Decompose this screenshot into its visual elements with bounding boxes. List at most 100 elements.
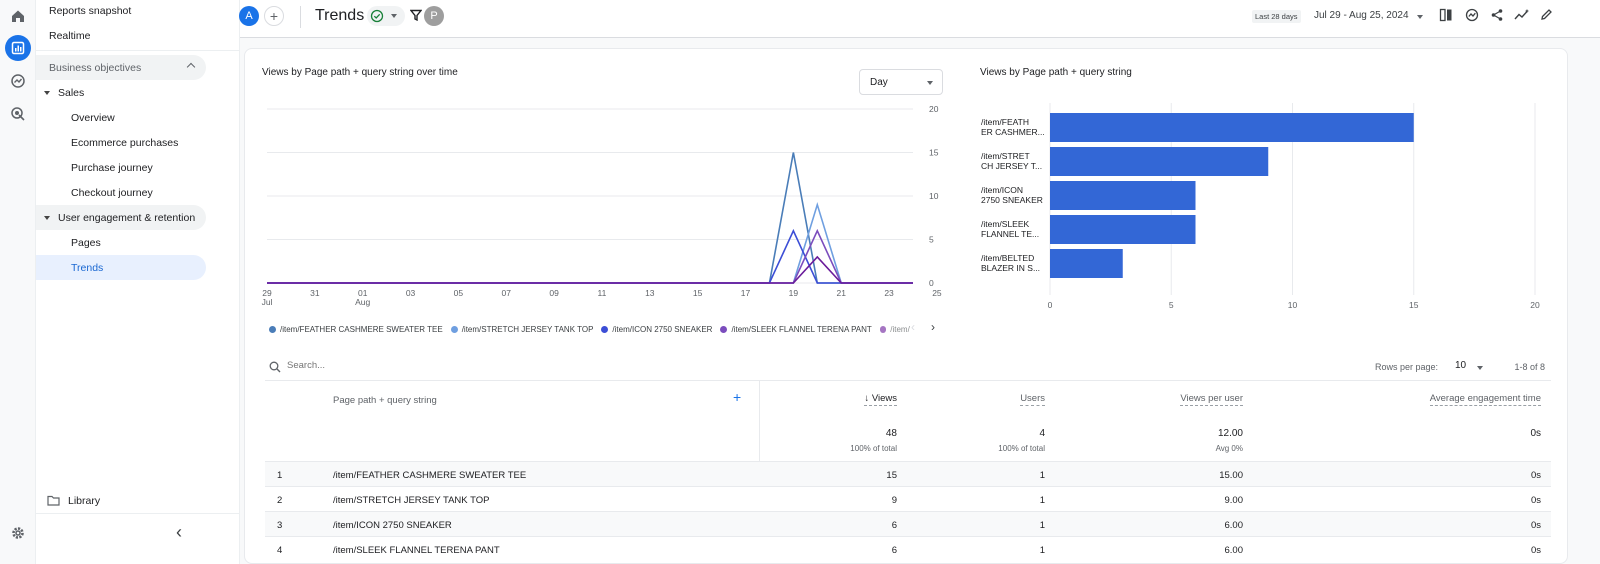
nav-group-label: Sales xyxy=(58,86,85,99)
nav-library[interactable]: Library xyxy=(36,488,206,513)
check-circle-icon xyxy=(370,9,384,23)
insights-icon[interactable] xyxy=(1465,8,1479,22)
caret-down-icon xyxy=(1477,366,1483,370)
filter-avatar[interactable]: P xyxy=(424,6,444,26)
add-comparison-button[interactable]: + xyxy=(264,6,284,26)
nav-library-label: Library xyxy=(68,494,101,507)
table-row[interactable]: 1 /item/FEATHER CASHMERE SWEATER TEE 15 … xyxy=(265,461,1551,486)
bar-category-label-line: /item/ICON xyxy=(981,185,1024,195)
x-tick-month-label: Aug xyxy=(355,297,370,307)
nav-group-sales[interactable]: Sales xyxy=(36,80,206,105)
row-avg-engagement: 0s xyxy=(1530,545,1541,556)
granularity-select[interactable]: Day xyxy=(859,69,943,95)
legend-swatch xyxy=(720,326,728,333)
row-views-per-user: 9.00 xyxy=(1224,495,1244,506)
advertising-icon[interactable] xyxy=(5,101,31,127)
avg-engagement-header[interactable]: Average engagement time xyxy=(1429,393,1541,406)
bar xyxy=(1050,249,1123,278)
rows-per-page-label: Rows per page: xyxy=(1375,362,1439,372)
legend-item[interactable]: /item/ICON 2750 SNEAKER xyxy=(601,325,712,334)
legend-item[interactable]: /item/STRETCH JERSEY TANK TOP xyxy=(450,325,593,334)
home-icon[interactable] xyxy=(5,3,31,29)
bar-chart: 0 5 10 15 20 xyxy=(1048,103,1540,310)
search-input[interactable] xyxy=(287,360,587,371)
bar-category-label-line: /item/FEATH xyxy=(981,117,1030,127)
dimension-header[interactable]: Page path + query string xyxy=(333,395,437,406)
nav-item-ecommerce-purchases[interactable]: Ecommerce purchases xyxy=(71,136,179,149)
caret-down-icon xyxy=(44,215,50,220)
nav-group-engagement[interactable]: User engagement & retention xyxy=(36,205,206,230)
rows-per-page-select[interactable]: 10 xyxy=(1455,360,1495,376)
total-avg-engagement: 0s xyxy=(1530,428,1541,439)
row-avg-engagement: 0s xyxy=(1530,495,1541,506)
nav-reports-snapshot[interactable]: Reports snapshot xyxy=(49,4,132,17)
legend-swatch xyxy=(450,326,458,333)
share-icon[interactable] xyxy=(1490,8,1504,22)
nav-item-overview[interactable]: Overview xyxy=(71,111,115,124)
legend-item[interactable]: /item/FEATHER CASHMERE SWEATER TEE xyxy=(269,325,443,334)
table-row[interactable]: 4 /item/SLEEK FLANNEL TERENA PANT 6 1 6.… xyxy=(265,536,1551,561)
filter-icon[interactable] xyxy=(410,9,422,21)
customize-report-icon[interactable] xyxy=(1439,8,1453,22)
x-tick-label: 15 xyxy=(693,288,703,298)
trend-sparkle-icon[interactable] xyxy=(1514,8,1530,22)
comparison-avatar[interactable]: A xyxy=(239,6,259,26)
edit-pencil-icon[interactable] xyxy=(1540,8,1553,21)
explore-icon[interactable] xyxy=(5,68,31,94)
report-content: Views by Page path + query string over t… xyxy=(240,38,1600,564)
bar-category-label-line: CH JERSEY T... xyxy=(981,161,1043,171)
views-per-user-header[interactable]: Views per user xyxy=(1180,393,1243,406)
row-page-path[interactable]: /item/FEATHER CASHMERE SWEATER TEE xyxy=(333,470,527,481)
date-range-value[interactable]: Jul 29 - Aug 25, 2024 xyxy=(1314,10,1409,21)
x-tick-label: 17 xyxy=(741,288,751,298)
row-page-path[interactable]: /item/ICON 2750 SNEAKER xyxy=(333,520,452,531)
nav-item-purchase-journey[interactable]: Purchase journey xyxy=(71,161,153,174)
nav-item-trends[interactable]: Trends xyxy=(36,255,206,280)
nav-item-pages[interactable]: Pages xyxy=(71,236,101,249)
legend-next-icon[interactable]: › xyxy=(931,320,935,334)
table-row[interactable]: 3 /item/ICON 2750 SNEAKER 6 1 6.00 0s xyxy=(265,511,1551,536)
x-tick-label: 20 xyxy=(1530,300,1540,310)
legend-label: /item/SLEEK FLANNEL TERENA PANT xyxy=(731,325,872,334)
caret-down-icon xyxy=(44,90,50,95)
caret-down-icon xyxy=(927,81,933,85)
row-avg-engagement: 0s xyxy=(1530,470,1541,481)
legend-item[interactable]: /item/SLEEK FLANNEL TERENA PANT xyxy=(720,325,872,334)
nav-group-label: User engagement & retention xyxy=(58,211,196,224)
caret-down-icon[interactable] xyxy=(1417,15,1423,19)
report-status-dropdown[interactable] xyxy=(367,6,405,26)
x-tick-label: 07 xyxy=(502,288,512,298)
reports-icon[interactable] xyxy=(5,35,31,61)
collapse-nav-icon[interactable]: ‹ xyxy=(176,522,182,542)
nav-divider xyxy=(36,513,240,514)
legend-swatch xyxy=(601,326,609,333)
bar-category-label-line: /item/BELTED xyxy=(981,253,1035,263)
nav-realtime[interactable]: Realtime xyxy=(49,29,91,42)
users-header[interactable]: Users xyxy=(1020,393,1045,406)
table-row[interactable]: 2 /item/STRETCH JERSEY TANK TOP 9 1 9.00… xyxy=(265,486,1551,511)
row-page-path[interactable]: /item/STRETCH JERSEY TANK TOP xyxy=(333,495,490,506)
bar-category-label: /item/FEATH ER CASHMER... xyxy=(981,117,1047,137)
add-dimension-button[interactable]: + xyxy=(733,389,742,405)
x-tick-label: 5 xyxy=(1169,300,1174,310)
x-tick-label: 10 xyxy=(1288,300,1298,310)
legend-label: /item/ICON 2750 SNEAKER xyxy=(612,325,713,334)
page-title: Trends xyxy=(315,7,365,24)
row-users: 1 xyxy=(1039,470,1045,481)
settings-icon[interactable] xyxy=(5,520,31,546)
x-tick-label: 0 xyxy=(1048,300,1053,310)
row-index: 4 xyxy=(277,545,283,556)
series-line xyxy=(267,255,913,284)
bar-category-label-line: 2750 SNEAKER xyxy=(981,195,1043,205)
x-tick-label: 21 xyxy=(836,288,846,298)
series-line xyxy=(267,152,913,284)
nav-item-checkout-journey[interactable]: Checkout journey xyxy=(71,186,153,199)
row-page-path[interactable]: /item/SLEEK FLANNEL TERENA PANT xyxy=(333,545,500,556)
total-views-per-user: 12.00 xyxy=(1217,428,1243,439)
y-tick-label: 5 xyxy=(929,235,934,245)
nav-section-business-objectives[interactable]: Business objectives xyxy=(36,55,206,80)
legend-prev-icon[interactable]: ‹ xyxy=(911,320,915,334)
views-header[interactable]: ↓ Views xyxy=(864,393,897,406)
total-views-subtext: 100% of total xyxy=(850,444,897,453)
legend-item[interactable]: /item/ xyxy=(879,325,910,334)
